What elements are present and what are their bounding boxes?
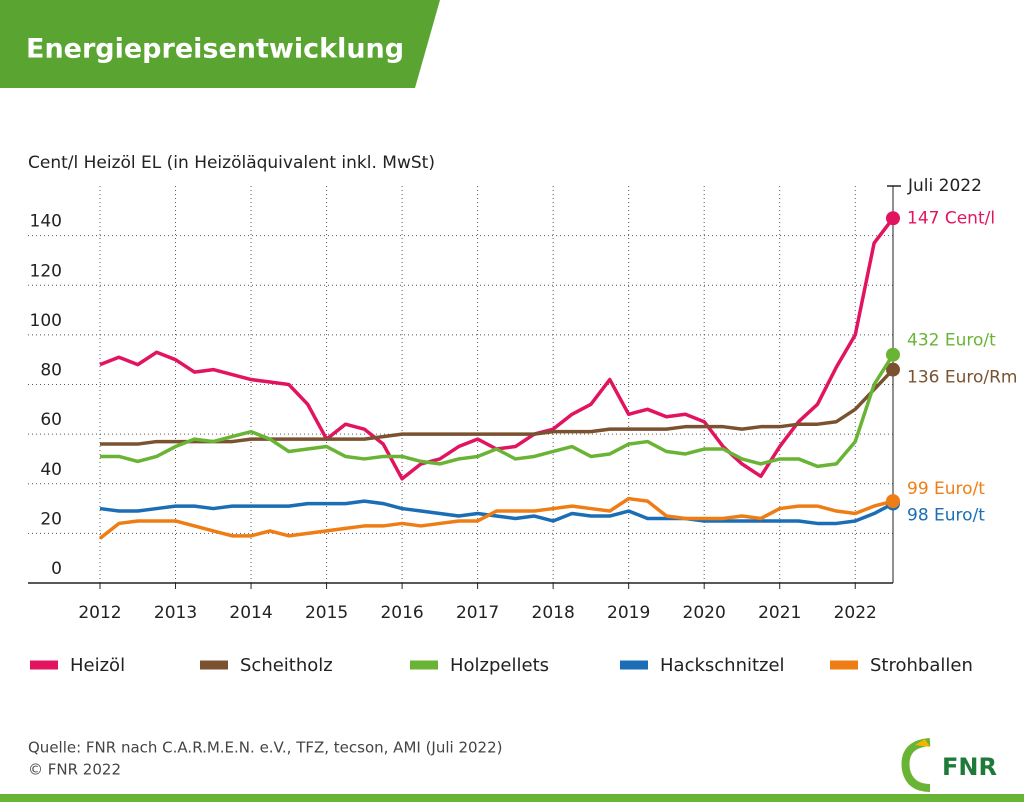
annotation: Juli 2022 bbox=[907, 176, 982, 196]
x-tick-label: 2016 bbox=[380, 603, 423, 623]
end-marker bbox=[886, 211, 900, 226]
source: Quelle: FNR nach C.A.R.M.E.N. e.V., TFZ,… bbox=[28, 739, 503, 757]
x-tick-label: 2021 bbox=[758, 603, 801, 623]
legend-label: Scheitholz bbox=[240, 655, 333, 676]
series-line bbox=[98, 496, 894, 540]
y-tick-label: 100 bbox=[30, 311, 62, 331]
legend-label: Heizöl bbox=[70, 655, 125, 676]
copyright: © FNR 2022 bbox=[28, 761, 121, 779]
logo-leaf bbox=[915, 739, 930, 747]
x-tick-label: 2017 bbox=[456, 603, 499, 623]
end-marker bbox=[886, 347, 900, 362]
end-label: 147 Cent/l bbox=[907, 208, 995, 228]
series-line bbox=[99, 499, 894, 526]
footer-band bbox=[0, 794, 1024, 802]
logo: FNR bbox=[901, 738, 997, 792]
y-tick-label: 60 bbox=[40, 410, 62, 430]
y-tick-label: 40 bbox=[40, 460, 62, 480]
end-label: 432 Euro/t bbox=[907, 331, 996, 351]
end-marker bbox=[886, 362, 900, 377]
x-tick-label: 2015 bbox=[305, 603, 348, 623]
y-tick-label: 120 bbox=[30, 261, 62, 281]
x-tick-label: 2020 bbox=[683, 603, 726, 623]
series-line bbox=[100, 368, 895, 446]
x-tick-label: 2012 bbox=[78, 603, 121, 623]
end-label: 136 Euro/Rm bbox=[907, 368, 1017, 388]
chart-title: Energiepreisentwicklung bbox=[26, 34, 404, 65]
legend-label: Holzpellets bbox=[450, 655, 549, 676]
logo-mark bbox=[901, 738, 931, 792]
legend-label: Strohballen bbox=[870, 655, 973, 676]
y-tick-label: 0 bbox=[51, 559, 62, 579]
legend-label: Hackschnitzel bbox=[660, 655, 785, 676]
end-label: 98 Euro/t bbox=[907, 506, 985, 526]
y-tick-label: 80 bbox=[40, 361, 62, 381]
end-marker bbox=[886, 494, 900, 509]
x-tick-label: 2013 bbox=[154, 603, 197, 623]
logo-text: FNR bbox=[942, 753, 997, 781]
end-label: 99 Euro/t bbox=[907, 479, 985, 499]
x-tick-label: 2022 bbox=[834, 603, 877, 623]
x-tick-label: 2014 bbox=[229, 603, 272, 623]
y-axis-label: Cent/l Heizöl EL (in Heizöläquivalent in… bbox=[28, 153, 435, 173]
series-line bbox=[100, 353, 895, 469]
x-tick-label: 2018 bbox=[532, 603, 575, 623]
y-tick-label: 140 bbox=[30, 212, 62, 232]
x-tick-label: 2019 bbox=[607, 603, 650, 623]
title-band bbox=[0, 0, 440, 88]
y-tick-label: 20 bbox=[40, 509, 62, 529]
